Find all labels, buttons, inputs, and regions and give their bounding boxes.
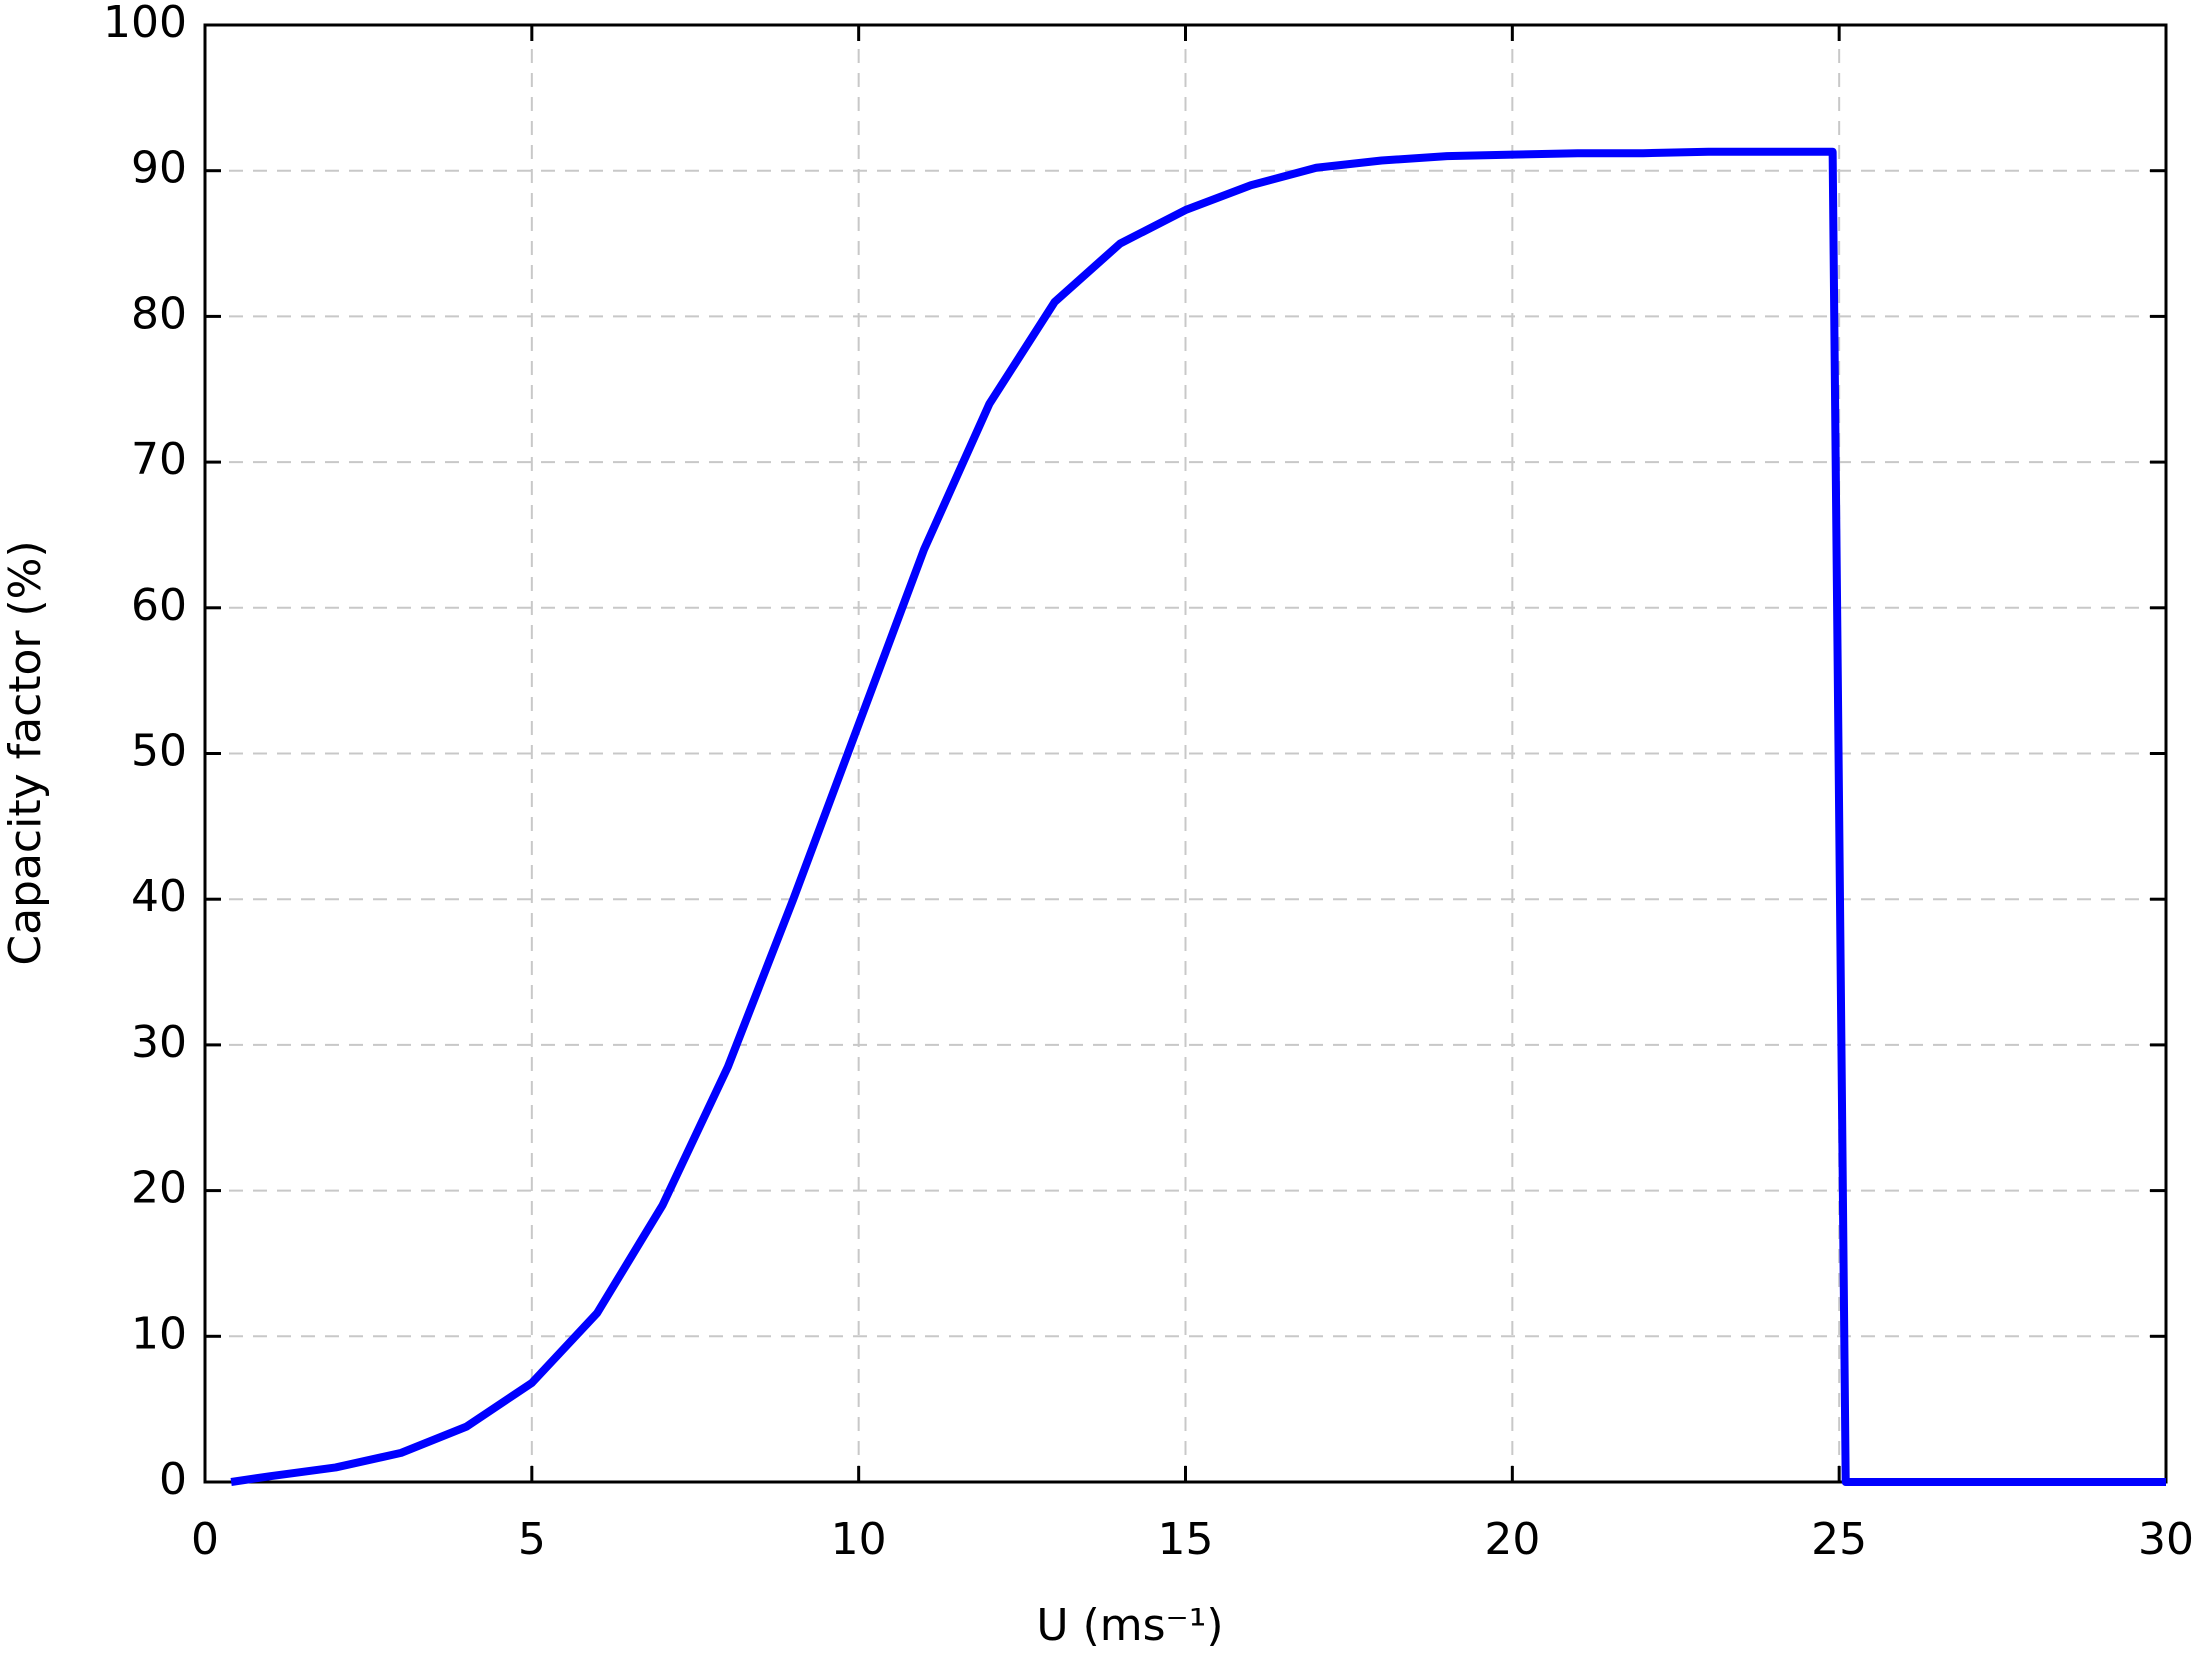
- x-tick-label: 5: [518, 1514, 546, 1565]
- x-tick-label: 30: [2138, 1514, 2194, 1565]
- x-axis-label: U (ms⁻¹): [1036, 1600, 1223, 1651]
- y-tick-label: 50: [131, 726, 187, 777]
- x-tick-label: 15: [1158, 1514, 1214, 1565]
- y-axis-label: Capacity factor (%): [0, 540, 51, 965]
- y-tick-label: 90: [131, 143, 187, 194]
- y-tick-label: 100: [103, 0, 187, 48]
- x-tick-label: 10: [831, 1514, 887, 1565]
- y-tick-label: 10: [131, 1308, 187, 1359]
- plot-frame: [203, 23, 2168, 1484]
- y-tick-label: 40: [131, 871, 187, 922]
- y-tick-label: 30: [131, 1017, 187, 1068]
- y-tick-label: 0: [159, 1454, 187, 1505]
- x-tick-label: 0: [191, 1514, 219, 1565]
- x-tick-label: 20: [1484, 1514, 1540, 1565]
- y-tick-label: 20: [131, 1163, 187, 1214]
- y-tick-label: 70: [131, 434, 187, 485]
- y-tick-label: 60: [131, 580, 187, 631]
- data-line: [230, 147, 2166, 1486]
- x-tick-label: 25: [1811, 1514, 1867, 1565]
- y-tick-label: 80: [131, 288, 187, 339]
